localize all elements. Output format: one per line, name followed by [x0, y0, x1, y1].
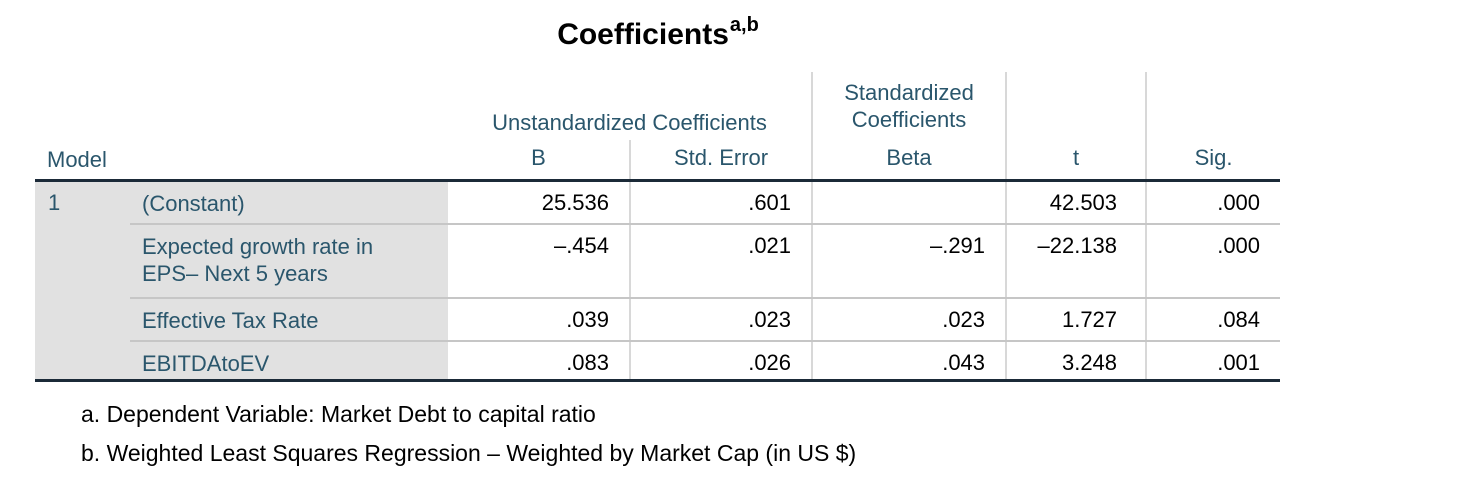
- cell-t: 1.727: [1006, 298, 1148, 342]
- column-header-t: t: [1006, 72, 1148, 182]
- column-header-std-error: Std. Error: [630, 140, 814, 182]
- cell-sig: .000: [1146, 180, 1281, 225]
- column-header-b: B: [448, 140, 632, 182]
- cell-b: .083: [448, 341, 632, 382]
- table-title-footnote-markers: a,b: [729, 14, 759, 36]
- cell-std-error: .023: [630, 298, 814, 342]
- table-row: Effective Tax Rate .039 .023 .023 1.727 …: [35, 298, 1281, 342]
- footnote-a: a. Dependent Variable: Market Debt to ca…: [81, 400, 596, 427]
- footnote-b: b. Weighted Least Squares Regression – W…: [81, 439, 857, 466]
- table-row: EBITDAtoEV .083 .026 .043 3.248 .001: [35, 341, 1281, 382]
- group-header-standardized-coefficients: Standardized Coefficients: [812, 72, 1008, 140]
- table-row: 1 (Constant) 25.536 .601 42.503 .000: [35, 180, 1281, 382]
- cell-sig: .084: [1146, 298, 1281, 342]
- cell-sig: .000: [1146, 224, 1281, 299]
- cell-t: 3.248: [1006, 341, 1148, 382]
- row-label-constant: (Constant): [130, 180, 449, 225]
- model-number-cell: 1: [35, 180, 130, 382]
- cell-b: .039: [448, 298, 632, 342]
- row-label-expected-growth: Expected growth rate in EPS– Next 5 year…: [130, 224, 449, 299]
- cell-b: –.454: [448, 224, 632, 299]
- column-header-sig: Sig.: [1146, 72, 1281, 182]
- cell-beta: [812, 180, 1008, 225]
- column-header-model: Model: [35, 72, 449, 182]
- row-label-ebitda-to-ev: EBITDAtoEV: [130, 341, 449, 382]
- table-footnotes: a. Dependent Variable: Market Debt to ca…: [81, 395, 1472, 473]
- group-header-unstandardized-coefficients: Unstandardized Coefficients: [448, 72, 814, 140]
- table-title: Coefficientsa,b: [557, 14, 759, 51]
- cell-beta: .043: [812, 341, 1008, 382]
- cell-sig: .001: [1146, 341, 1281, 382]
- cell-std-error: .021: [630, 224, 814, 299]
- cell-std-error: .601: [630, 180, 814, 225]
- table-row: Expected growth rate in EPS– Next 5 year…: [35, 224, 1281, 299]
- table-title-wrap: Coefficientsa,b: [35, 14, 1280, 52]
- cell-beta: –.291: [812, 224, 1008, 299]
- cell-b: 25.536: [448, 180, 632, 225]
- row-label-effective-tax-rate: Effective Tax Rate: [130, 298, 449, 342]
- cell-std-error: .026: [630, 341, 814, 382]
- cell-beta: .023: [812, 298, 1008, 342]
- table-title-text: Coefficients: [557, 18, 729, 51]
- cell-t: –22.138: [1006, 224, 1148, 299]
- cell-t: 42.503: [1006, 180, 1148, 225]
- column-header-beta: Beta: [812, 140, 1008, 182]
- coefficients-table: Model Unstandardized Coefficients Standa…: [35, 72, 1281, 382]
